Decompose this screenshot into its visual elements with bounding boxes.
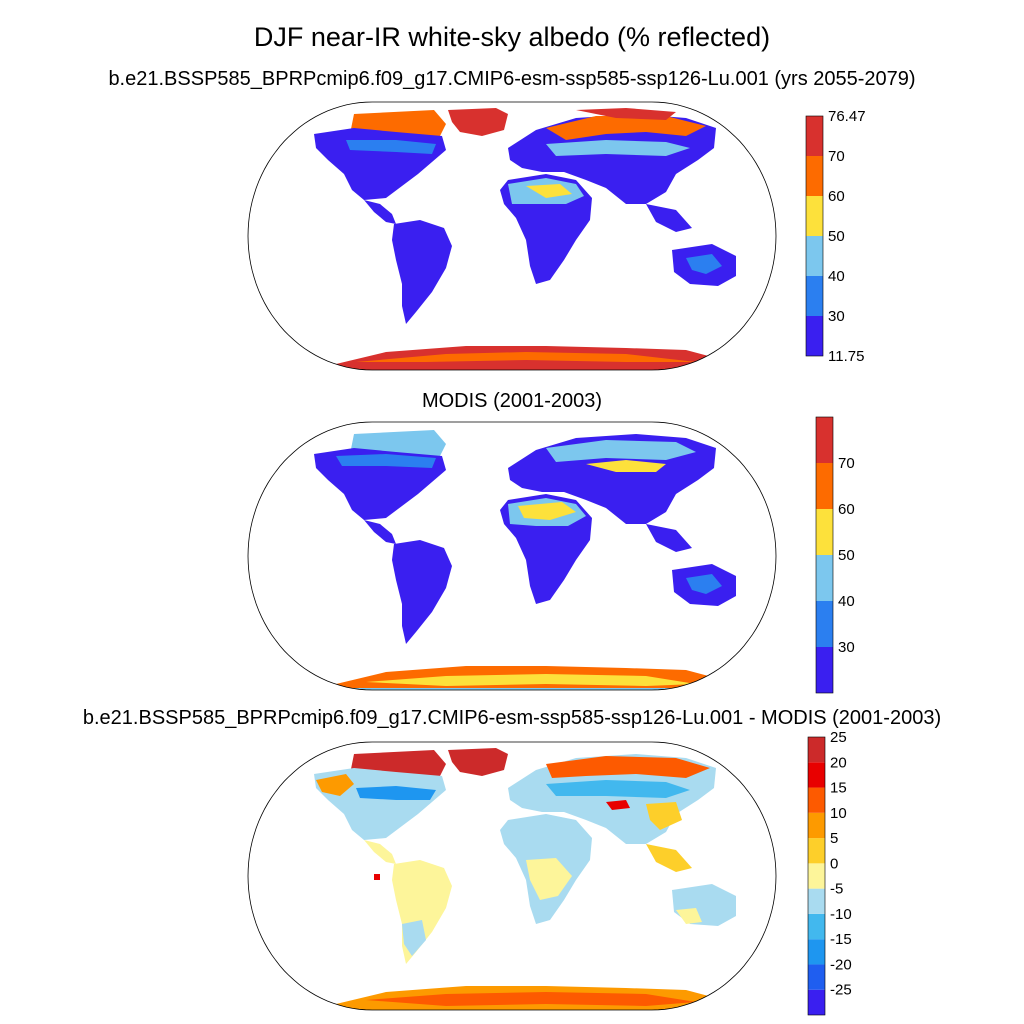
central-america (364, 840, 396, 864)
antarctica-warm (366, 992, 696, 1006)
colorbar-swatch (808, 737, 825, 763)
colorbar-tick-label: 50 (838, 547, 855, 564)
colorbar-frame (805, 115, 824, 357)
map-diff (247, 741, 777, 1011)
colorbar-swatch (806, 236, 823, 276)
colorbar-swatch (806, 316, 823, 356)
colorbar-swatch (808, 762, 825, 788)
colorbar-tick-label: -5 (830, 881, 843, 898)
na-snow-band (346, 140, 436, 154)
antarctica-edge (336, 688, 716, 690)
colorbar-swatch (816, 601, 833, 647)
colorbar-tick-label: 10 (830, 805, 847, 822)
asia-yellow (586, 460, 666, 472)
colorbar-tick-label: -25 (830, 982, 852, 999)
na-snow-band (336, 454, 436, 468)
colorbar-tick-label: 70 (838, 455, 855, 472)
colorbar-tick-label: 60 (828, 188, 845, 205)
colorbar-swatch (816, 417, 833, 463)
colorbar-tick-label: 25 (830, 729, 847, 746)
greenland-region (448, 748, 508, 776)
colorbar-swatch (808, 939, 825, 965)
se-asia (646, 204, 692, 232)
na-cold-band (356, 786, 436, 800)
siberia-warm (546, 756, 710, 778)
australia-interior (686, 574, 722, 594)
sahara-core (518, 502, 576, 520)
australia-warm (676, 908, 702, 924)
asia-hotspot (606, 800, 630, 810)
colorbar-obs: 30 40 50 60 70 (815, 416, 855, 694)
central-america (364, 520, 396, 544)
colorbar-tick-label: 0 (830, 855, 838, 872)
colorbar-diff: -25 -20 -15 -10 -5 0 5 10 15 20 25 (807, 729, 852, 1016)
colorbar-swatch (816, 647, 833, 693)
central-america (364, 200, 396, 224)
eurasia (508, 114, 716, 204)
colorbar-tick-label: 40 (838, 593, 855, 610)
australia-interior (686, 254, 722, 274)
colorbar-tick-label: 76.47 (828, 108, 866, 125)
colorbar-tick-label: 50 (828, 228, 845, 245)
figure-title: DJF near-IR white-sky albedo (% reflecte… (253, 22, 771, 52)
panel-title-obs: MODIS (2001-2003) (421, 390, 603, 412)
colorbar-swatch (808, 838, 825, 864)
colorbar-swatch (816, 463, 833, 509)
colorbar-swatch (808, 989, 825, 1015)
sahara-core (526, 184, 572, 198)
colorbar-swatch (808, 964, 825, 990)
arctic-eurasia (576, 108, 676, 120)
colorbar-swatch (816, 509, 833, 555)
asia-warm-east (646, 802, 682, 830)
colorbar-swatch (816, 555, 833, 601)
asia-band (546, 140, 690, 156)
colorbar-frame (807, 736, 826, 1016)
colorbar-swatch (806, 196, 823, 236)
colorbar-swatch (808, 913, 825, 940)
colorbar-tick-label: -20 (830, 956, 852, 973)
africa-warm-south (526, 858, 572, 900)
colorbar-tick-label: 30 (828, 308, 845, 325)
colorbar-tick-label: 15 (830, 780, 847, 797)
sa-cool-south (402, 920, 426, 956)
caribbean-hotspot (374, 874, 380, 880)
panel-title-model: b.e21.BSSP585_BPRPcmip6.f09_g17.CMIP6-es… (108, 68, 916, 90)
colorbar-swatch (808, 888, 825, 914)
map-obs (247, 421, 777, 691)
se-asia (646, 524, 692, 552)
colorbar-swatch (808, 812, 825, 839)
colorbar-tick-label: 70 (828, 148, 845, 165)
south-america (392, 220, 452, 324)
colorbar-tick-label: 11.75 (828, 348, 864, 365)
siberia-high (546, 116, 706, 140)
colorbar-tick-label: 5 (830, 830, 838, 847)
na-warm-west (316, 774, 354, 796)
colorbar-swatch (808, 787, 825, 813)
antarctica-edge (356, 352, 696, 362)
colorbar-swatch (806, 156, 823, 196)
siberia-band (546, 440, 696, 462)
colorbar-swatch (808, 863, 825, 889)
colorbar-frame (815, 416, 834, 694)
map-model (247, 101, 777, 371)
colorbar-tick-label: -15 (830, 931, 852, 948)
se-asia (646, 844, 692, 872)
south-america (392, 540, 452, 644)
colorbar-swatch (806, 116, 823, 156)
colorbar-tick-label: -10 (830, 906, 852, 923)
colorbar-swatch (806, 276, 823, 316)
colorbar-tick-label: 20 (830, 754, 847, 771)
colorbar-model: 11.75 30 40 50 60 70 76.47 (805, 108, 866, 365)
antarctica-inner (366, 674, 696, 686)
colorbar-tick-label: 30 (838, 639, 855, 656)
panel-title-diff: b.e21.BSSP585_BPRPcmip6.f09_g17.CMIP6-es… (82, 707, 942, 729)
colorbar-tick-label: 60 (838, 501, 855, 518)
asia-cold (546, 780, 690, 798)
greenland-region (448, 108, 508, 136)
colorbar-tick-label: 40 (828, 268, 845, 285)
